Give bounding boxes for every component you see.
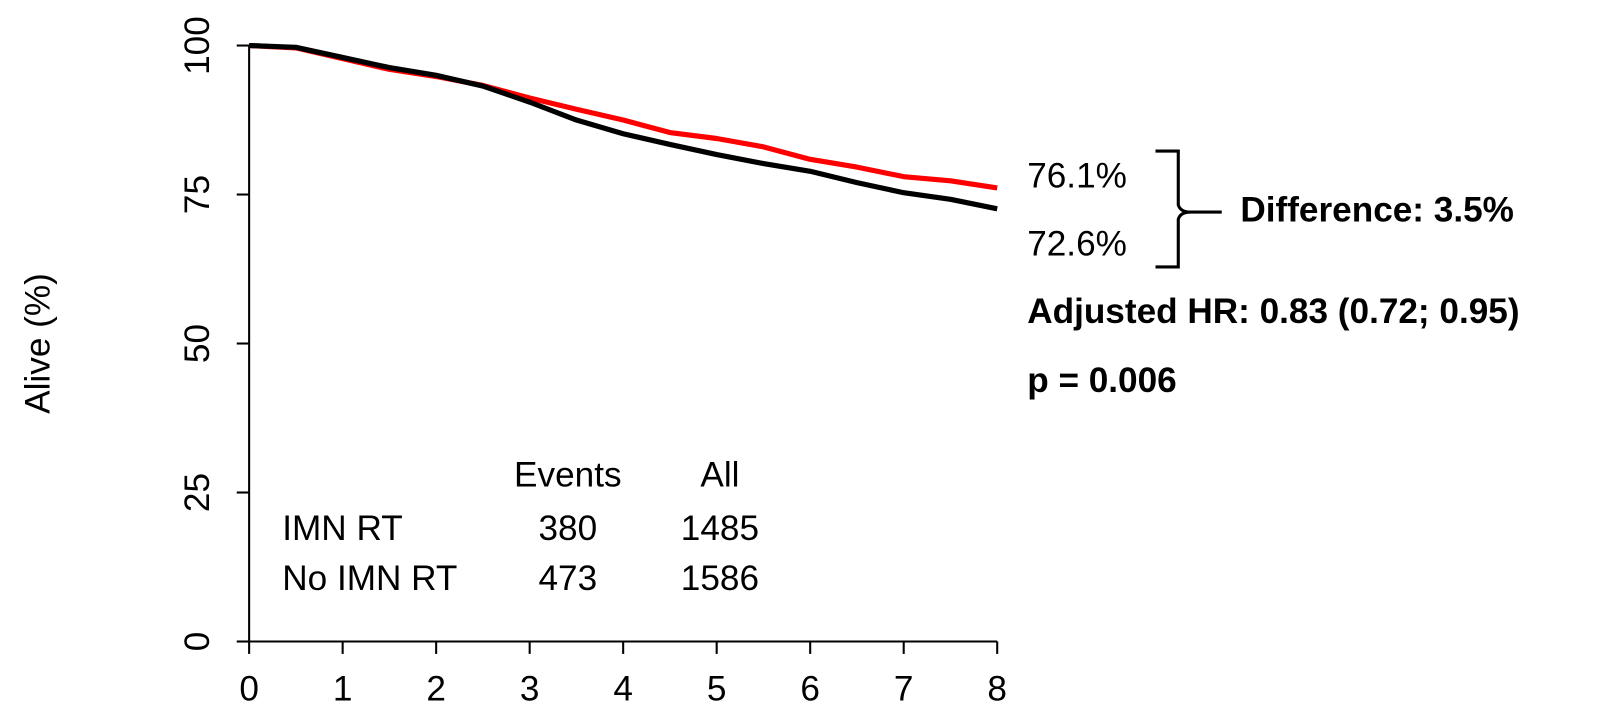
table-total: 1586 [681, 559, 759, 598]
table-events: 380 [538, 509, 597, 548]
end-label: 76.1% [1027, 156, 1127, 195]
y-tick-label: 75 [178, 175, 217, 214]
annotation: Difference: 3.5% [1240, 190, 1514, 229]
table-header: Events [514, 455, 621, 494]
table-row-label: No IMN RT [282, 559, 457, 598]
table-header: All [700, 455, 739, 494]
x-tick-label: 5 [707, 669, 727, 708]
bracket [1155, 149, 1222, 269]
table-row-label: IMN RT [282, 509, 402, 548]
survival-line [249, 42, 998, 212]
x-tick-label: 4 [613, 669, 633, 708]
end-label: 72.6% [1027, 225, 1127, 264]
annotation: Adjusted HR: 0.83 (0.72; 0.95) [1027, 292, 1519, 331]
y-tick-label: 100 [178, 16, 217, 75]
x-tick-label: 0 [239, 669, 259, 708]
x-tick-label: 2 [426, 669, 446, 708]
table-total: 1485 [681, 509, 759, 548]
x-tick-label: 7 [894, 669, 914, 708]
y-axis-title: Alive (%) [18, 273, 57, 414]
annotation: p = 0.006 [1027, 361, 1177, 400]
x-tick-label: 8 [987, 669, 1007, 708]
x-tick-label: 1 [333, 669, 353, 708]
x-tick-label: 3 [520, 669, 540, 708]
survival-line [249, 42, 998, 191]
x-tick-label: 6 [800, 669, 820, 708]
y-tick-label: 50 [178, 324, 217, 363]
y-tick-label: 25 [178, 473, 217, 512]
y-tick-label: 0 [178, 632, 217, 652]
table-events: 473 [538, 559, 597, 598]
